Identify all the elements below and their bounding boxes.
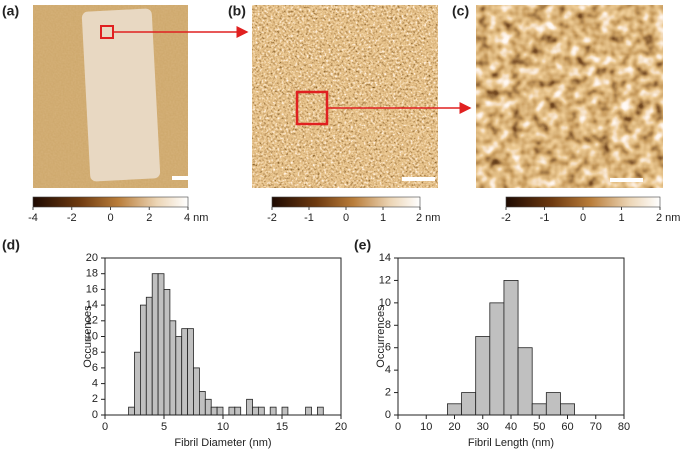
x-tick-label: 0 <box>395 421 401 433</box>
colorbar-tick-label: -2 <box>501 212 511 224</box>
y-tick-label: 12 <box>379 274 391 286</box>
bar <box>252 406 259 416</box>
y-tick-label: 18 <box>86 268 98 280</box>
x-tick-label: 15 <box>276 421 288 433</box>
x-tick-label: 80 <box>618 421 630 433</box>
bar <box>234 406 242 416</box>
bar <box>475 336 491 416</box>
y-tick-label: 4 <box>385 364 391 376</box>
bar <box>503 280 519 416</box>
bar <box>447 403 462 416</box>
bar <box>145 296 153 416</box>
bar <box>269 406 277 416</box>
bar <box>489 302 505 416</box>
x-tick-label: 50 <box>533 421 545 433</box>
y-tick-label: 10 <box>379 297 391 309</box>
y-tick-label: 12 <box>86 315 98 327</box>
bar <box>187 328 194 416</box>
bar <box>151 273 159 416</box>
y-tick-label: 14 <box>379 252 391 264</box>
bar <box>210 406 218 416</box>
colorbar-tick-label: 2 nm <box>416 212 440 224</box>
x-axis-title: Fibril Diameter (nm) <box>174 437 271 449</box>
bar <box>281 406 289 416</box>
bar <box>169 320 177 416</box>
colorbar-tick-label: 0 <box>343 212 349 224</box>
bar <box>175 336 183 416</box>
bar <box>204 398 212 416</box>
y-tick-label: 0 <box>92 409 98 421</box>
colorbar-tick-label: 1 <box>380 212 386 224</box>
x-tick-label: 10 <box>217 421 229 433</box>
colorbar-tick-label: -1 <box>304 212 314 224</box>
bar <box>193 367 200 416</box>
y-tick-label: 2 <box>385 386 391 398</box>
bar <box>461 392 477 416</box>
bar <box>198 391 206 416</box>
bar <box>246 398 253 416</box>
colorbar-tick-label: 2 <box>146 212 152 224</box>
y-tick-label: 8 <box>385 319 391 331</box>
x-tick-label: 40 <box>505 421 517 433</box>
x-tick-label: 5 <box>161 421 167 433</box>
y-tick-label: 10 <box>86 330 98 342</box>
film-patch <box>81 8 161 182</box>
y-tick-label: 6 <box>385 342 391 354</box>
bar <box>139 304 147 416</box>
bar <box>316 406 324 416</box>
colorbar-tick-label: 1 <box>618 212 624 224</box>
y-axis-title: Occurrences <box>82 305 94 368</box>
colorbar-tick-label: -2 <box>267 212 277 224</box>
bar <box>257 406 265 416</box>
y-tick-label: 20 <box>86 252 98 264</box>
bar <box>305 406 312 416</box>
y-tick-label: 16 <box>86 283 98 295</box>
panel-label: (d) <box>2 237 20 253</box>
y-axis-title: Occurrences <box>375 305 387 368</box>
colorbar-tick-label: -2 <box>67 212 77 224</box>
x-tick-label: 70 <box>590 421 602 433</box>
bar <box>134 351 141 416</box>
x-tick-label: 20 <box>335 421 347 433</box>
bar <box>157 273 165 416</box>
bar <box>560 403 575 416</box>
bar <box>216 406 224 416</box>
colorbar <box>271 196 421 208</box>
y-tick-label: 8 <box>92 346 98 358</box>
x-tick-label: 60 <box>561 421 573 433</box>
colorbar-tick-label: 4 nm <box>184 212 208 224</box>
colorbar-tick-label: -4 <box>28 212 38 224</box>
bar <box>228 406 236 416</box>
bar <box>517 347 533 416</box>
y-tick-label: 2 <box>92 393 98 405</box>
x-tick-label: 10 <box>420 421 432 433</box>
panel-label: (b) <box>228 3 246 19</box>
colorbar-tick-label: 2 nm <box>656 212 680 224</box>
bar <box>163 288 171 416</box>
y-tick-label: 6 <box>92 362 98 374</box>
afm-image-c <box>476 5 663 188</box>
x-tick-label: 30 <box>477 421 489 433</box>
colorbar-tick-label: -1 <box>540 212 550 224</box>
panel-label: (e) <box>354 237 371 253</box>
colorbar <box>505 196 661 208</box>
y-tick-label: 14 <box>86 299 98 311</box>
panel-label: (a) <box>2 3 19 19</box>
x-tick-label: 0 <box>102 421 108 433</box>
bar <box>545 392 561 416</box>
afm-image-b <box>252 5 438 188</box>
bar <box>128 406 135 416</box>
colorbar-tick-label: 0 <box>580 212 586 224</box>
y-tick-label: 0 <box>385 409 391 421</box>
bar <box>181 328 188 416</box>
x-tick-label: 20 <box>448 421 460 433</box>
bar <box>531 403 547 416</box>
colorbar-tick-label: 0 <box>107 212 113 224</box>
colorbar <box>32 196 189 208</box>
y-tick-label: 4 <box>92 378 98 390</box>
panel-label: (c) <box>452 3 469 19</box>
x-axis-title: Fibril Length (nm) <box>468 437 554 449</box>
